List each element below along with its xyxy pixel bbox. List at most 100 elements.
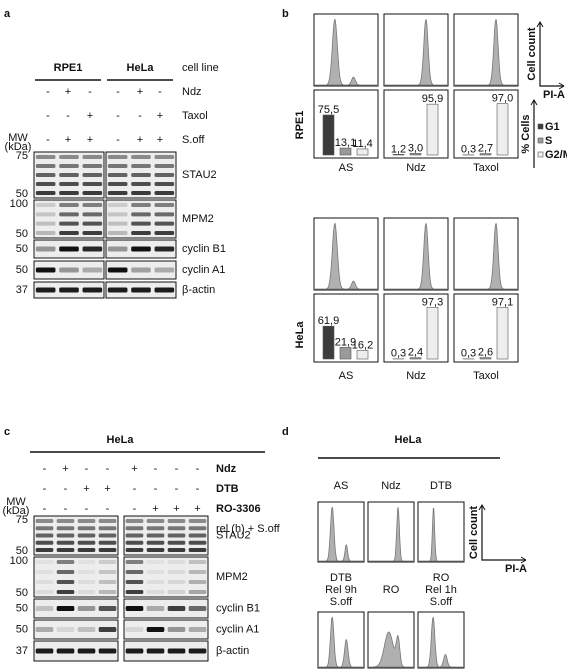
band [56,533,75,538]
histogram [369,631,413,668]
histogram [419,507,463,562]
blot-label: STAU2 [216,529,251,541]
condition-sign: - [154,463,158,475]
condition-label: DTB [430,480,452,492]
mw-marker: 100 [10,555,28,567]
band [167,590,186,594]
band [131,221,151,226]
band [56,519,75,523]
band [35,590,54,594]
band [125,648,144,654]
blot [123,640,209,662]
band [107,287,128,293]
blot-label: cyclin B1 [182,243,226,255]
arrow-head [520,556,527,564]
band [188,606,207,611]
group-label: HeLa [127,62,155,74]
band [59,287,79,293]
condition-label: S.off [430,596,453,608]
band [56,548,75,552]
axis-label: Cell count [526,27,538,81]
band [154,212,175,217]
condition-sign: + [152,503,158,515]
line-label: HeLa [294,321,306,349]
legend-label: G2/M [545,149,567,161]
category-label: Taxol [473,162,499,174]
band [77,570,96,574]
condition-sign: - [46,134,50,146]
condition-label: Taxol [182,110,208,122]
band [35,203,56,207]
band [125,570,144,574]
value-label: 97,1 [492,296,513,308]
panel-label: b [282,8,289,20]
condition-sign: - [133,483,137,495]
band [107,246,128,252]
band [107,191,128,195]
band [82,155,103,159]
value-label: 0,3 [391,348,406,360]
blot-label: β-actin [182,284,215,296]
band [35,267,56,273]
band [167,533,186,538]
band [98,540,117,545]
band [131,191,151,195]
mw-marker: 75 [16,514,28,526]
condition-sign: + [65,134,71,146]
condition-sign: - [64,483,68,495]
legend-swatch [537,123,544,130]
condition-sign: - [64,503,68,515]
band [146,540,165,545]
band [35,164,56,168]
condition-sign: - [154,483,158,495]
band [131,182,151,186]
mw-marker: 50 [16,602,28,614]
band [188,548,207,552]
band [98,590,117,594]
band [125,540,144,545]
histogram [369,507,413,562]
band [98,548,117,552]
bar [496,307,509,360]
value-label: 1,2 [391,143,406,155]
band [107,212,128,217]
band [188,580,207,584]
condition-sign: + [104,483,110,495]
band [77,580,96,584]
band [107,267,128,273]
band [146,627,165,632]
value-label: 2,4 [408,347,423,359]
value-label: 97,0 [492,92,513,104]
histogram-frame [453,13,519,87]
blot [33,598,119,619]
histogram [419,616,463,668]
histogram-frame [453,217,519,291]
band [188,627,207,632]
band [98,606,117,611]
band [77,648,96,654]
bar [322,325,335,360]
band [56,526,75,531]
row-header: cell line [182,62,219,74]
band [77,548,96,552]
condition-sign: + [65,86,71,98]
band [82,246,103,252]
histogram [455,223,517,290]
blot [33,260,105,280]
band [59,203,79,207]
band [107,164,128,168]
band [167,519,186,523]
band [35,570,54,574]
band [77,519,96,523]
band [167,627,186,632]
band [59,182,79,186]
condition-sign: + [83,483,89,495]
band [131,246,151,252]
band [146,526,165,531]
band [146,648,165,654]
condition-sign: - [88,86,92,98]
flow-axes [481,505,526,561]
histogram [385,19,447,86]
blot [105,260,177,280]
